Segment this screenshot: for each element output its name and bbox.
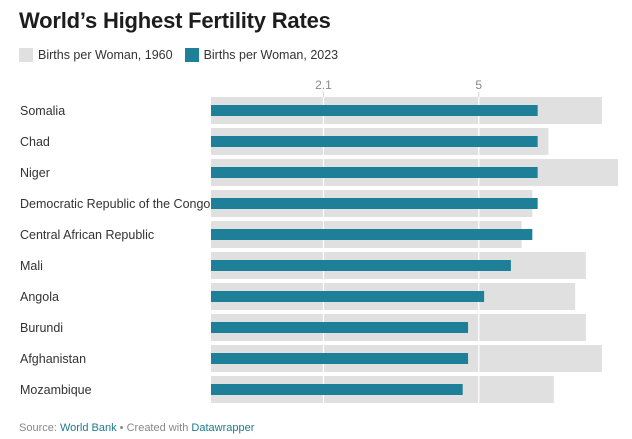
source-link[interactable]: World Bank (59, 422, 117, 434)
bar-2023 (211, 167, 538, 178)
bar-2023 (211, 322, 469, 333)
chart-title: World’s Highest Fertility Rates (19, 8, 331, 33)
legend-swatch-1960 (19, 48, 33, 62)
legend-item-1960: Births per Woman, 1960 (19, 48, 173, 62)
legend-label-1960: Births per Woman, 1960 (38, 48, 173, 62)
category-label: Niger (20, 166, 50, 180)
legend-item-2023: Births per Woman, 2023 (184, 48, 339, 62)
category-label: Somalia (20, 104, 65, 118)
category-label: Afghanistan (20, 352, 86, 366)
category-label: Angola (20, 290, 59, 304)
bar-2023 (211, 136, 538, 147)
bar-2023 (211, 198, 538, 209)
footer-separator: • Created with (116, 422, 192, 434)
category-label: Mali (20, 259, 43, 273)
category-label: Chad (20, 135, 50, 149)
footer: Source: World Bank • Created with Datawr… (19, 422, 254, 434)
category-label: Mozambique (20, 383, 92, 397)
bar-2023 (211, 260, 511, 271)
bar-2023 (211, 229, 533, 240)
reference-label: 5 (475, 78, 482, 92)
category-label: Democratic Republic of the Congo (20, 197, 210, 211)
legend-swatch-2023 (184, 48, 199, 62)
bar-2023 (211, 105, 538, 116)
bar-2023 (211, 353, 469, 364)
legend-label-2023: Births per Woman, 2023 (203, 48, 339, 62)
datawrapper-link[interactable]: Datawrapper (191, 422, 255, 434)
category-label: Central African Republic (20, 228, 154, 242)
bar-2023 (211, 384, 463, 395)
category-label: Burundi (20, 321, 63, 335)
legend: Births per Woman, 1960 Births per Woman,… (19, 48, 350, 62)
bar-2023 (211, 291, 485, 302)
reference-label: 2.1 (315, 78, 332, 92)
source-prefix: Source: (19, 422, 60, 434)
